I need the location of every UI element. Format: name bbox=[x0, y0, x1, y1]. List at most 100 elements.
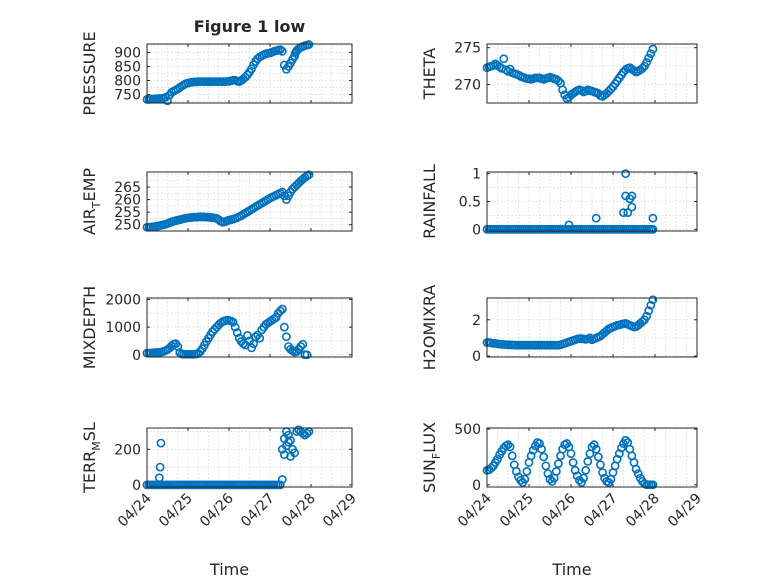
data-point bbox=[644, 53, 654, 63]
data-point bbox=[499, 54, 509, 64]
data-point bbox=[302, 350, 312, 360]
data-point bbox=[512, 467, 521, 476]
axes-border bbox=[486, 171, 698, 232]
data-point bbox=[558, 85, 567, 95]
data-point bbox=[648, 480, 658, 490]
y-tick-label: 1 bbox=[472, 167, 481, 183]
y-tick-label: 800 bbox=[114, 74, 141, 90]
data-point bbox=[554, 76, 563, 86]
y-axis-label: TERRMSL bbox=[80, 422, 103, 494]
y-axis-label: AIRTEMP bbox=[80, 168, 103, 235]
data-point bbox=[281, 332, 291, 342]
data-points bbox=[482, 295, 658, 350]
y-tick-label: 275 bbox=[454, 41, 481, 57]
data-point bbox=[619, 208, 628, 218]
axes-border bbox=[146, 297, 353, 358]
y-tick-label: 260 bbox=[114, 193, 141, 209]
data-point bbox=[528, 445, 538, 455]
data-point bbox=[554, 459, 563, 469]
y-tick-label: 0 bbox=[472, 222, 481, 238]
subplot-4: 0 0.5 1 RAINFALL bbox=[420, 164, 698, 239]
data-point bbox=[156, 438, 166, 448]
data-point bbox=[545, 474, 555, 484]
subplot-2: 270 275 THETA bbox=[420, 41, 698, 104]
y-axis-label: THETA bbox=[420, 48, 439, 100]
data-point bbox=[279, 322, 289, 332]
data-point bbox=[623, 208, 633, 218]
data-point bbox=[642, 311, 651, 321]
y-tick-label: 0 bbox=[472, 349, 481, 365]
data-point bbox=[304, 170, 314, 180]
data-point bbox=[284, 437, 293, 447]
data-point bbox=[275, 480, 285, 490]
data-point bbox=[638, 63, 647, 73]
data-point bbox=[648, 44, 658, 54]
y-tick-label: 750 bbox=[114, 88, 141, 104]
x-tick-label: 04/26 bbox=[197, 490, 237, 530]
data-point bbox=[543, 469, 553, 479]
axes-border bbox=[486, 297, 698, 358]
y-tick-label: 270 bbox=[454, 78, 481, 94]
data-point bbox=[612, 454, 622, 464]
data-point bbox=[251, 332, 261, 342]
y-axis-label: SUNFLUX bbox=[420, 422, 443, 493]
data-point bbox=[486, 463, 496, 473]
x-axis-label: Time bbox=[551, 560, 591, 579]
subplot-5: 0 1000 2000 MIXDEPTH bbox=[80, 286, 353, 369]
data-point bbox=[621, 435, 630, 445]
data-point bbox=[621, 169, 630, 179]
data-point bbox=[648, 224, 658, 234]
data-point bbox=[277, 304, 287, 314]
data-point bbox=[585, 333, 595, 343]
data-point bbox=[503, 440, 513, 450]
y-tick-label: 850 bbox=[114, 59, 141, 75]
data-point bbox=[243, 330, 252, 340]
data-point bbox=[648, 213, 658, 223]
data-point bbox=[522, 467, 532, 476]
data-point bbox=[286, 452, 295, 461]
data-point bbox=[516, 475, 525, 485]
y-tick-label: 0 bbox=[132, 348, 141, 364]
data-point bbox=[230, 322, 240, 332]
x-tick-label: 04/27 bbox=[238, 491, 278, 531]
y-tick-label: 2000 bbox=[105, 292, 141, 308]
data-point bbox=[271, 312, 281, 322]
data-point bbox=[591, 213, 601, 223]
y-tick-label: 900 bbox=[114, 45, 141, 61]
y-tick-label: 255 bbox=[114, 205, 141, 221]
data-point bbox=[163, 96, 172, 106]
data-point bbox=[581, 465, 591, 475]
data-point bbox=[277, 46, 287, 56]
y-tick-label: 0 bbox=[132, 478, 141, 494]
data-point bbox=[520, 474, 530, 484]
y-tick-label: 265 bbox=[114, 180, 141, 196]
y-axis-label: MIXDEPTH bbox=[80, 286, 99, 369]
data-point bbox=[505, 442, 515, 452]
data-point bbox=[302, 428, 312, 438]
data-point bbox=[646, 49, 656, 58]
data-point bbox=[275, 306, 285, 316]
data-point bbox=[648, 295, 658, 305]
y-tick-label: 1000 bbox=[105, 320, 141, 336]
x-tick-label: 04/28 bbox=[623, 491, 663, 531]
y-axis-label: RAINFALL bbox=[420, 164, 439, 239]
data-point bbox=[596, 460, 605, 470]
data-point bbox=[568, 458, 578, 467]
data-point bbox=[570, 465, 580, 475]
data-points bbox=[482, 169, 658, 234]
data-points bbox=[142, 170, 314, 232]
data-point bbox=[537, 444, 546, 454]
axes-border bbox=[486, 427, 698, 488]
data-point bbox=[526, 451, 536, 461]
data-point bbox=[589, 440, 599, 450]
data-point bbox=[566, 449, 576, 459]
x-tick-label: 04/29 bbox=[665, 491, 705, 531]
y-axis-label: PRESSURE bbox=[80, 31, 99, 115]
data-point bbox=[633, 469, 643, 479]
data-point bbox=[638, 317, 647, 326]
axes-border bbox=[146, 43, 353, 104]
axes-border bbox=[146, 171, 353, 232]
x-tick-label: 04/24 bbox=[115, 490, 155, 530]
data-point bbox=[304, 40, 314, 49]
x-tick-label: 04/24 bbox=[455, 490, 495, 530]
